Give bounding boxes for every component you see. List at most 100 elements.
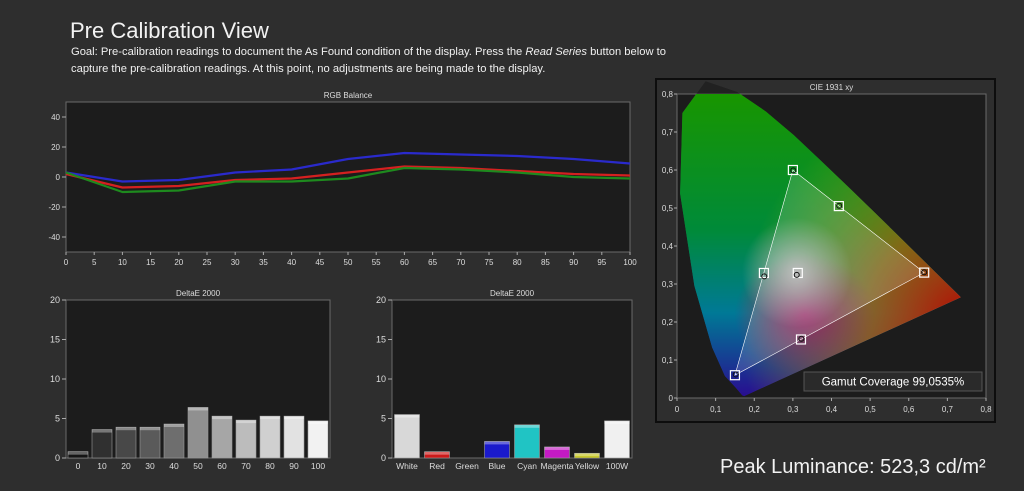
bar-highlight: [514, 424, 540, 428]
bar-highlight: [544, 446, 570, 450]
x-tick-label: 10: [118, 258, 127, 267]
x-tick-label: 75: [485, 258, 494, 267]
target-marker: [758, 267, 770, 279]
measured-point: [836, 202, 843, 209]
x-tick-label: 10: [97, 461, 107, 471]
bar-highlight: [140, 427, 160, 431]
target-marker: [919, 267, 930, 278]
y-tick-label: 0,8: [662, 90, 674, 99]
y-tick-label: 15: [376, 335, 386, 345]
target-marker: [795, 334, 807, 345]
peak-luminance: Peak Luminance: 523,3 cd/m²: [720, 456, 986, 478]
bar-highlight: [260, 416, 280, 420]
bar: [283, 415, 305, 459]
x-tick-label: Magenta: [540, 461, 573, 471]
bar: [115, 426, 137, 459]
y-tick-label: 15: [50, 335, 60, 345]
bar-highlight: [68, 451, 88, 455]
target-marker: [729, 370, 741, 381]
y-tick-label: 0,4: [662, 242, 674, 251]
y-tick-label: 0,6: [662, 166, 674, 175]
gamut-coverage-box: [803, 371, 983, 392]
x-tick-label: 65: [428, 258, 437, 267]
y-tick-label: 20: [50, 295, 60, 305]
series-line-1: [65, 165, 631, 189]
x-tick-label: 35: [259, 258, 268, 267]
x-tick-label: 60: [400, 258, 409, 267]
x-tick-label: 50: [193, 461, 203, 471]
measured-point: [798, 335, 805, 342]
x-tick-label: 90: [289, 461, 299, 471]
bar: [514, 424, 540, 459]
target-marker: [833, 200, 844, 212]
x-tick-label: Yellow: [575, 461, 600, 471]
y-tick-label: 20: [376, 295, 386, 305]
x-tick-label: 0,7: [942, 405, 954, 414]
bar: [187, 407, 209, 459]
bar: [307, 420, 329, 459]
x-tick-label: 85: [541, 258, 550, 267]
measured-point: [921, 269, 928, 276]
locus-dim: [680, 81, 961, 397]
x-tick-label: 0: [64, 258, 69, 267]
y-tick-label: -40: [48, 233, 60, 242]
x-tick-label: 100: [311, 461, 325, 471]
gamut-coverage-label: Gamut Coverage 99,0535%: [822, 377, 965, 389]
x-tick-label: 70: [241, 461, 251, 471]
y-tick-label: 0: [669, 394, 674, 403]
bar-highlight: [188, 407, 208, 411]
bar-highlight: [212, 416, 232, 420]
x-tick-label: 0: [76, 461, 81, 471]
x-tick-label: 5: [92, 258, 97, 267]
bar: [91, 429, 113, 459]
y-tick-label: 0,7: [662, 128, 674, 137]
target-marker: [787, 164, 798, 176]
x-tick-label: 100W: [606, 461, 628, 471]
bar: [211, 415, 233, 459]
chart-title: DeltaE 2000: [176, 289, 221, 298]
y-tick-label: 0: [55, 453, 60, 463]
x-tick-label: White: [396, 461, 418, 471]
x-tick-label: Cyan: [517, 461, 537, 471]
x-tick-label: 100: [623, 258, 637, 267]
y-tick-label: 40: [51, 113, 60, 122]
x-tick-label: 20: [121, 461, 131, 471]
x-tick-label: 80: [513, 258, 522, 267]
measured-point: [790, 167, 797, 174]
bar-highlight: [574, 453, 600, 457]
goal-description: Goal: Pre-calibration readings to docume…: [71, 44, 691, 78]
bar: [424, 451, 450, 459]
goal-text-1: Goal: Pre-calibration readings to docume…: [71, 46, 526, 58]
bar: [574, 452, 600, 459]
x-tick-label: 25: [203, 258, 212, 267]
y-tick-label: 0,2: [662, 318, 674, 327]
y-tick-label: 0,1: [662, 356, 674, 365]
plot-area: [65, 101, 631, 253]
x-tick-label: 90: [569, 258, 578, 267]
x-tick-label: 55: [372, 258, 381, 267]
bar-highlight: [394, 414, 420, 418]
x-tick-label: 0,3: [787, 405, 799, 414]
y-tick-label: 10: [50, 374, 60, 384]
bar-highlight: [236, 420, 256, 424]
gamut-triangle: [734, 169, 925, 376]
x-tick-label: 45: [315, 258, 324, 267]
y-tick-label: 0,5: [662, 204, 674, 213]
bar-highlight: [604, 420, 630, 424]
bar: [544, 446, 570, 459]
chart-title: DeltaE 2000: [490, 289, 535, 298]
page-title: Pre Calibration View: [70, 18, 269, 43]
x-tick-label: Green: [455, 461, 479, 471]
bar: [67, 451, 89, 459]
bar: [163, 423, 185, 459]
read-series-emphasis: Read Series: [525, 46, 587, 58]
bar: [394, 414, 420, 459]
x-tick-label: 95: [597, 258, 606, 267]
y-tick-label: -20: [48, 203, 60, 212]
y-tick-label: 20: [51, 143, 60, 152]
x-tick-label: 0: [675, 405, 680, 414]
bar: [139, 426, 161, 459]
x-tick-label: 40: [287, 258, 296, 267]
x-tick-label: 80: [265, 461, 275, 471]
